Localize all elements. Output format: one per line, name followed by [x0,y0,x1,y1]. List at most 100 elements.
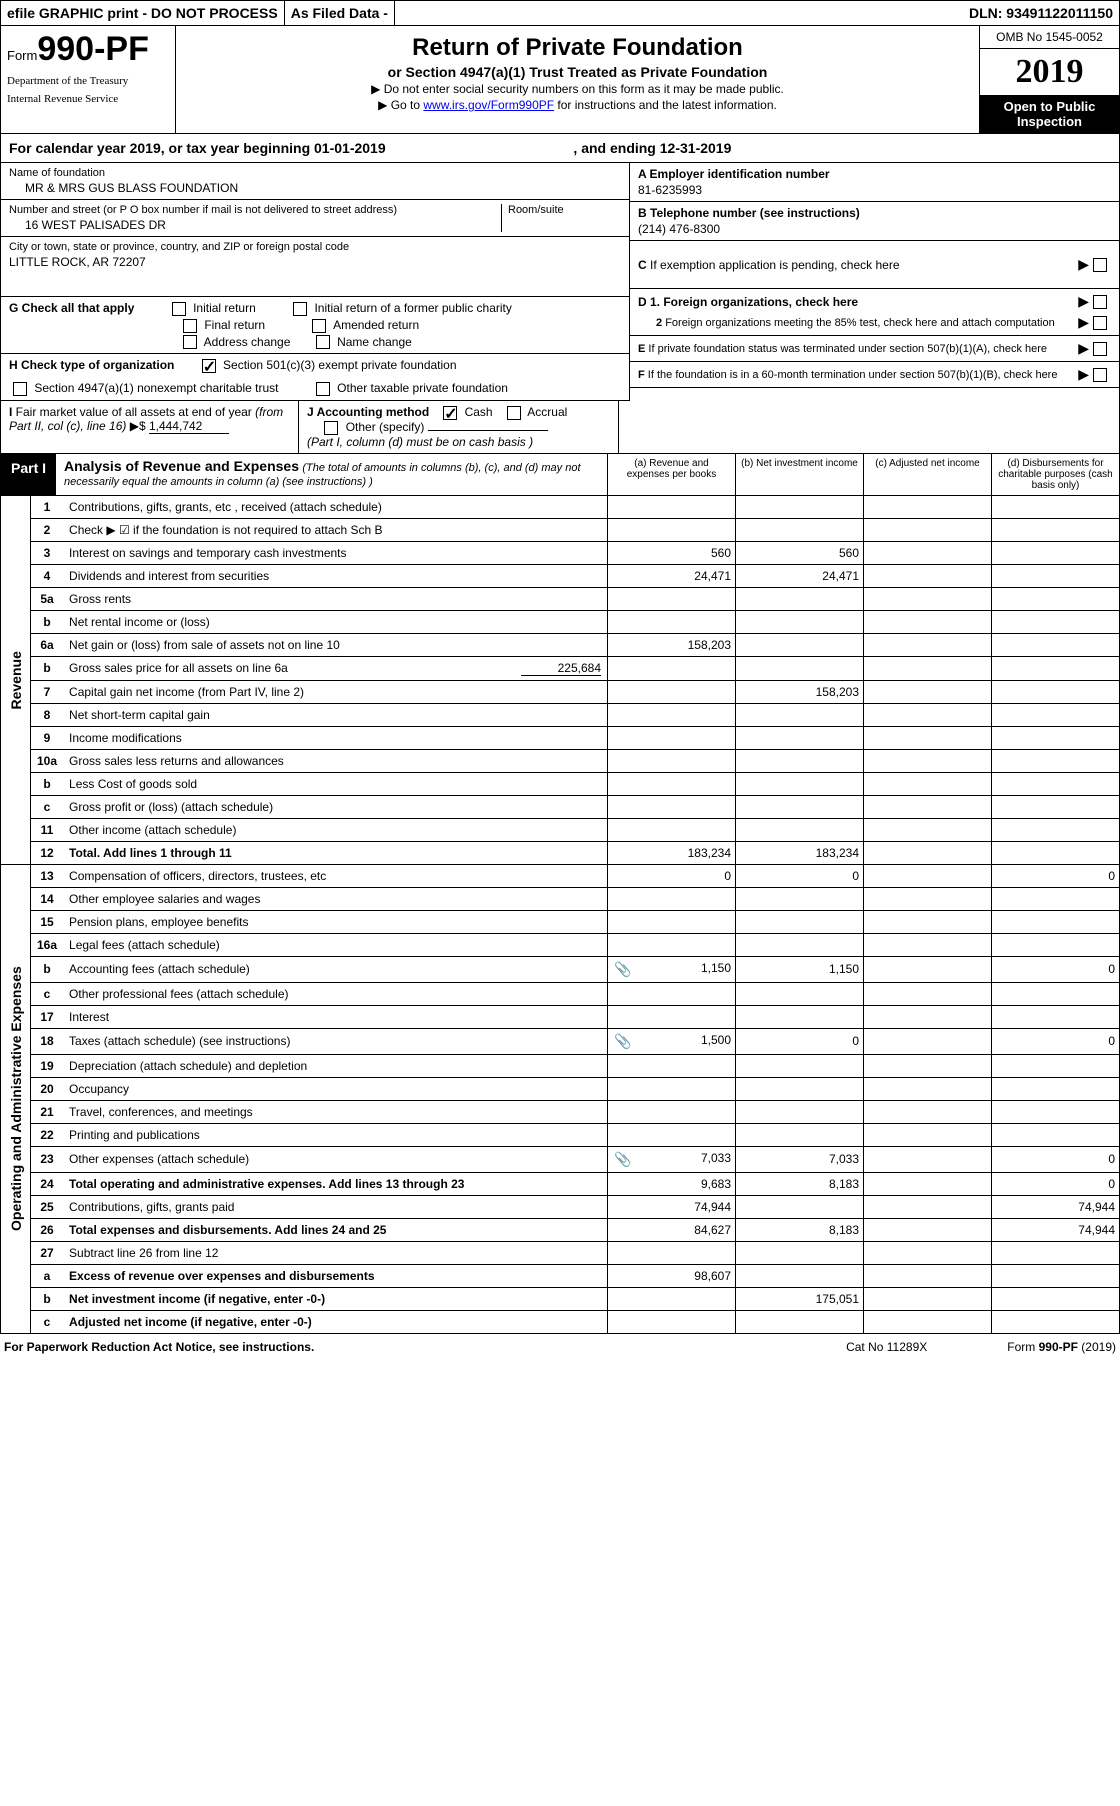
efile-notice: efile GRAPHIC print - DO NOT PROCESS [1,1,285,25]
cbx-other-method[interactable] [324,421,338,435]
amount-cell: 0 [736,1028,864,1054]
amount-cell [864,541,992,564]
arrow-icon: ▶ [1078,314,1089,331]
cbx-accrual[interactable] [507,406,521,420]
h-opt2: Section 4947(a)(1) nonexempt charitable … [34,381,278,395]
amount-cell [992,610,1120,633]
cbx-initial-former[interactable] [293,302,307,316]
table-row: 17Interest [1,1005,1120,1028]
amount-cell [864,1172,992,1195]
g-opt-3: Amended return [333,318,419,332]
cbx-c[interactable] [1093,258,1107,272]
line-desc: Total. Add lines 1 through 11 [63,841,607,864]
line-desc: Subtract line 26 from line 12 [63,1241,607,1264]
cbx-e[interactable] [1093,342,1107,356]
line-desc: Occupancy [63,1077,607,1100]
cbx-d2[interactable] [1093,316,1107,330]
cbx-f[interactable] [1093,368,1107,382]
g-opt-2: Final return [204,318,265,332]
amount-cell [864,564,992,587]
amount-cell [864,726,992,749]
line-number: 25 [31,1195,64,1218]
amount-cell [736,633,864,656]
line-number: 11 [31,818,64,841]
form-no-big: 990-PF [37,30,149,68]
col-headers: (a) Revenue and expenses per books (b) N… [607,454,1119,495]
amount-cell: 0 [608,864,736,887]
amount-cell [992,841,1120,864]
line-number: 20 [31,1077,64,1100]
cbx-501c3[interactable] [202,359,216,373]
cbx-initial-return[interactable] [172,302,186,316]
line-desc: Gross profit or (loss) (attach schedule) [63,795,607,818]
instr-pre: ▶ Go to [378,98,423,112]
form-title: Return of Private Foundation [186,34,969,62]
amount-cell: 24,471 [608,564,736,587]
line-desc: Other employee salaries and wages [63,887,607,910]
part1-desc: Analysis of Revenue and Expenses (The to… [56,454,607,495]
street-value: 16 WEST PALISADES DR [9,218,501,232]
line-desc: Travel, conferences, and meetings [63,1100,607,1123]
cbx-d1[interactable] [1093,295,1107,309]
amount-cell [864,610,992,633]
amount-cell [736,910,864,933]
table-row: 21Travel, conferences, and meetings [1,1100,1120,1123]
j-other: Other (specify) [346,420,425,434]
amount-cell: 0 [992,1028,1120,1054]
footer-right-form: 990-PF [1039,1340,1078,1354]
line-desc: Total expenses and disbursements. Add li… [63,1218,607,1241]
cbx-4947[interactable] [13,382,27,396]
amount-cell: 74,944 [992,1195,1120,1218]
line-number: a [31,1264,64,1287]
cbx-address-change[interactable] [183,335,197,349]
instr-link-row: ▶ Go to www.irs.gov/Form990PF for instru… [186,98,969,112]
line-number: c [31,1310,64,1333]
h-label: H Check type of organization [9,358,174,372]
table-row: 10aGross sales less returns and allowanc… [1,749,1120,772]
line-desc: Pension plans, employee benefits [63,910,607,933]
amount-cell [864,703,992,726]
amount-cell [864,1146,992,1172]
cal-end: 12-31-2019 [660,140,732,156]
line-desc: Gross sales price for all assets on line… [63,656,607,680]
amount-cell [864,887,992,910]
tel-cell: B Telephone number (see instructions) (2… [630,202,1119,241]
cbx-other-taxable[interactable] [316,382,330,396]
page-footer: For Paperwork Reduction Act Notice, see … [0,1334,1120,1360]
amount-cell [992,587,1120,610]
amount-cell [736,887,864,910]
line-desc: Gross sales less returns and allowances [63,749,607,772]
amount-cell [608,587,736,610]
amount-cell [864,656,992,680]
part1-label: Part I [1,454,56,495]
footer-right: Form 990-PF (2019) [1007,1340,1116,1354]
form-subtitle: or Section 4947(a)(1) Trust Treated as P… [186,64,969,80]
amount-cell [736,749,864,772]
g-opt-4: Address change [204,335,291,349]
header-right: OMB No 1545-0052 2019 Open to Public Ins… [979,26,1119,133]
amount-cell [864,1054,992,1077]
cbx-final-return[interactable] [183,319,197,333]
cbx-name-change[interactable] [316,335,330,349]
part1-title: Analysis of Revenue and Expenses [64,458,299,474]
table-row: 24Total operating and administrative exp… [1,1172,1120,1195]
line-desc: Other income (attach schedule) [63,818,607,841]
cbx-amended[interactable] [312,319,326,333]
line-number: 4 [31,564,64,587]
e-label: If private foundation status was termina… [648,343,1047,355]
amount-cell [864,518,992,541]
d1-cell: D 1. Foreign organizations, check here ▶ [630,289,1119,310]
amount-cell [864,956,992,982]
cal-mid: , and ending [573,140,659,156]
g-label: G Check all that apply [9,301,134,315]
line-number: b [31,1287,64,1310]
revenue-rotate-label: Revenue [1,496,31,865]
cbx-cash[interactable] [443,406,457,420]
line-desc: Printing and publications [63,1123,607,1146]
line-number: 15 [31,910,64,933]
line-number: b [31,956,64,982]
amount-cell [608,1287,736,1310]
amount-cell [864,795,992,818]
irs-link[interactable]: www.irs.gov/Form990PF [423,98,554,112]
calendar-year-row: For calendar year 2019, or tax year begi… [0,134,1120,163]
